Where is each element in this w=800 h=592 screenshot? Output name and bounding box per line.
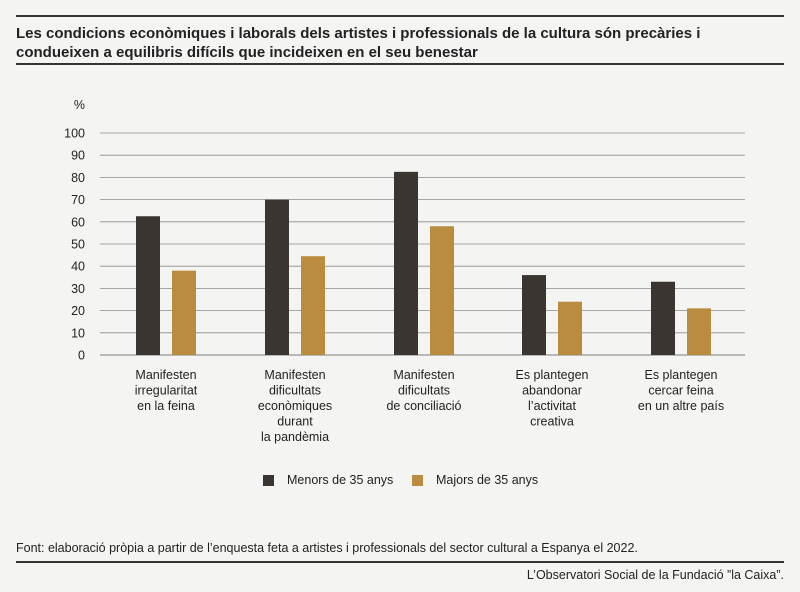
y-tick-label: 100: [64, 127, 85, 141]
x-category-label-line: Es plantegen: [645, 368, 718, 382]
bar-younger: [651, 281, 675, 355]
chart-title: Les condicions econòmiques i laborals de…: [16, 25, 701, 61]
y-tick-label: 40: [71, 260, 85, 274]
legend-label-younger: Menors de 35 anys: [287, 473, 394, 487]
y-tick-label: 60: [71, 215, 85, 229]
credit-note: L’Observatori Social de la Fundació ”la …: [526, 568, 784, 582]
x-category-label: Es plantegen abandonar l’activitat creativa: [516, 368, 589, 429]
x-category-label-line: econòmiques: [258, 399, 332, 413]
x-category-label: Manifesten dificultats econòmiques durant la…: [258, 368, 332, 444]
bar-older: [301, 256, 325, 355]
x-category-label-line: irregularitat: [135, 384, 198, 398]
x-category-label-line: dificultats: [269, 384, 321, 398]
x-category-label-line: l’activitat: [528, 399, 576, 413]
legend-swatch-younger: [263, 474, 274, 486]
x-category-label-line: creativa: [530, 415, 574, 429]
bar-chart: % 0 10 20 30 40 50 60 70 80 90 100 Manifesten irregul…: [64, 98, 745, 444]
bar-older: [430, 226, 454, 355]
x-category-label: Es plantegen cercar feina en un altre país: [638, 368, 724, 413]
x-category-label: Manifesten dificultats de conciliació: [386, 368, 461, 413]
y-tick-label: 20: [71, 304, 85, 318]
y-tick-label: 70: [71, 193, 85, 207]
bar-older: [558, 301, 582, 355]
legend-label-older: Majors de 35 anys: [436, 473, 539, 487]
x-category-label-line: Manifesten: [135, 368, 196, 382]
bar-younger: [394, 171, 418, 355]
bar-younger: [265, 199, 289, 355]
x-category-label-line: Manifesten: [264, 368, 325, 382]
x-category-label-line: dificultats: [398, 384, 450, 398]
x-category-label-line: en la feina: [137, 399, 195, 413]
legend-swatch-older: [412, 474, 423, 486]
y-tick-label: 10: [71, 326, 85, 340]
x-category-label-line: cercar feina: [648, 384, 713, 398]
x-category-label-line: la pandèmia: [261, 430, 329, 444]
x-category-label-line: Es plantegen: [516, 368, 589, 382]
x-category-label-line: de conciliació: [386, 399, 461, 413]
y-tick-label: 50: [71, 238, 85, 252]
bar-younger: [522, 275, 546, 355]
y-tick-label: 90: [71, 149, 85, 163]
y-tick-label: 30: [71, 282, 85, 296]
y-tick-label: 0: [78, 349, 85, 363]
x-category-label: Manifesten irregularitat en la feina: [135, 368, 198, 413]
x-category-label-line: Manifesten: [393, 368, 454, 382]
x-category-label-line: abandonar: [522, 384, 582, 398]
bar-younger: [136, 216, 160, 355]
x-category-label-line: durant: [277, 415, 313, 429]
legend-item-younger: Menors de 35 anys: [263, 473, 393, 487]
y-tick-label: 80: [71, 171, 85, 185]
top-rule: [16, 15, 784, 17]
x-category-label-line: en un altre país: [638, 399, 724, 413]
title-rule: [16, 63, 784, 65]
source-note: Font: elaboració pròpia a partir de l’en…: [16, 541, 638, 555]
bar-older: [687, 308, 711, 355]
y-axis-unit-label: %: [74, 98, 85, 112]
bar-older: [172, 270, 196, 355]
bottom-rule: [16, 561, 784, 563]
legend-item-older: Majors de 35 anys: [412, 473, 538, 487]
